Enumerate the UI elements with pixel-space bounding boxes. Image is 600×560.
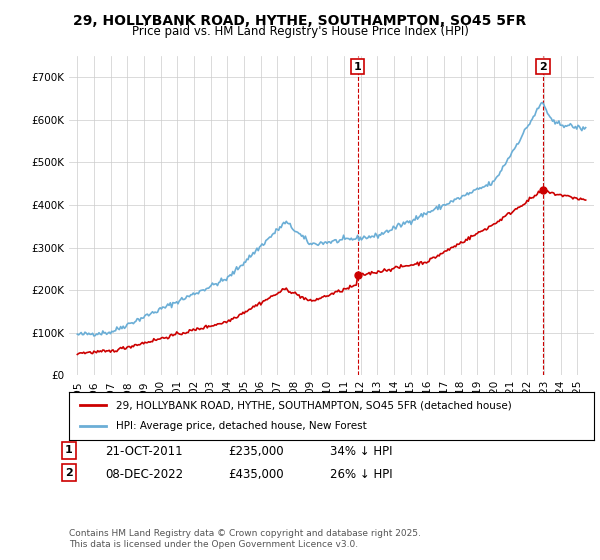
Text: 2: 2 — [65, 468, 73, 478]
Text: 1: 1 — [353, 62, 361, 72]
Text: 1: 1 — [65, 445, 73, 455]
Text: 26% ↓ HPI: 26% ↓ HPI — [330, 468, 392, 480]
Text: Price paid vs. HM Land Registry's House Price Index (HPI): Price paid vs. HM Land Registry's House … — [131, 25, 469, 38]
Text: 29, HOLLYBANK ROAD, HYTHE, SOUTHAMPTON, SO45 5FR: 29, HOLLYBANK ROAD, HYTHE, SOUTHAMPTON, … — [73, 14, 527, 28]
Text: 29, HOLLYBANK ROAD, HYTHE, SOUTHAMPTON, SO45 5FR (detached house): 29, HOLLYBANK ROAD, HYTHE, SOUTHAMPTON, … — [116, 400, 512, 410]
Text: 21-OCT-2011: 21-OCT-2011 — [105, 445, 182, 458]
Text: HPI: Average price, detached house, New Forest: HPI: Average price, detached house, New … — [116, 421, 367, 431]
Text: £235,000: £235,000 — [228, 445, 284, 458]
Text: 2: 2 — [539, 62, 547, 72]
Text: Contains HM Land Registry data © Crown copyright and database right 2025.
This d: Contains HM Land Registry data © Crown c… — [69, 529, 421, 549]
Text: 08-DEC-2022: 08-DEC-2022 — [105, 468, 183, 480]
Text: £435,000: £435,000 — [228, 468, 284, 480]
Text: 34% ↓ HPI: 34% ↓ HPI — [330, 445, 392, 458]
